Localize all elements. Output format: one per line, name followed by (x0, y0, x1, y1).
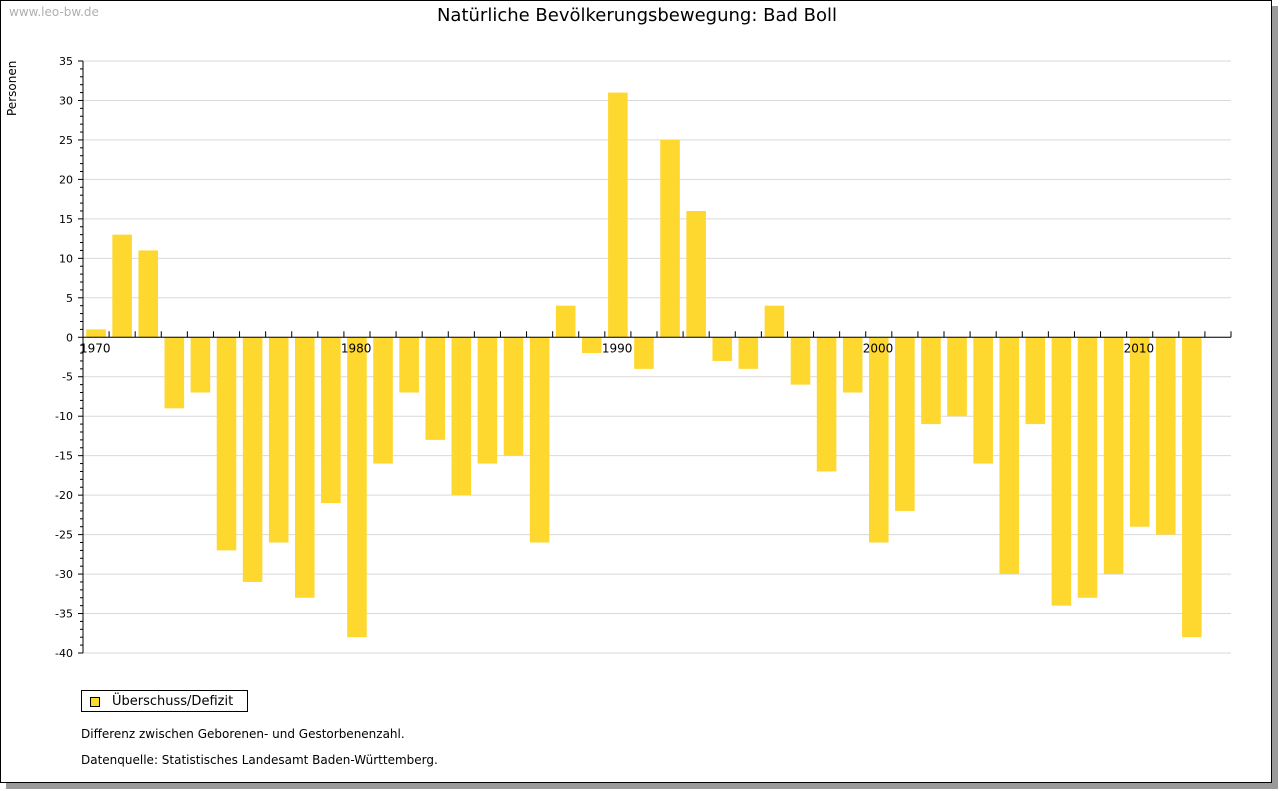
bars (86, 92, 1202, 638)
axes (78, 60, 1232, 654)
x-tick-label-1970: 1970 (80, 341, 111, 355)
bar-2001 (895, 337, 915, 511)
bar-1989 (581, 337, 602, 354)
y-tick-label-10: 10 (59, 252, 73, 265)
bar-1990 (608, 92, 628, 338)
bar-1971 (112, 234, 132, 338)
bar-2005 (999, 337, 1020, 575)
source-note: Datenquelle: Statistisches Landesamt Bad… (81, 753, 438, 767)
y-tick-label-30: 30 (59, 94, 73, 107)
chart-title: Natürliche Bevölkerungsbewegung: Bad Bol… (436, 5, 838, 26)
legend-label: Überschuss/Defizit (112, 694, 234, 709)
y-tick-label--25: -25 (55, 529, 73, 542)
bar-2002 (921, 337, 941, 425)
y-tick-label-25: 25 (59, 134, 73, 147)
x-tick-label-2000: 2000 (863, 341, 894, 355)
bar-2008 (1077, 337, 1098, 598)
bar-2004 (973, 337, 993, 464)
bar-1974 (190, 337, 211, 393)
bar-1999 (842, 337, 863, 393)
bar-1973 (164, 337, 185, 409)
bar-1978 (294, 337, 315, 598)
x-tick-label-1980: 1980 (341, 341, 372, 355)
bar-1984 (451, 337, 472, 496)
y-tick-label--20: -20 (55, 489, 73, 502)
bar-1995 (738, 337, 759, 369)
bar-2003 (947, 337, 967, 417)
bar-1982 (399, 337, 419, 393)
bar-1976 (242, 337, 263, 582)
bar-2007 (1051, 337, 1072, 606)
bar-1981 (373, 337, 393, 464)
bar-1980 (347, 337, 367, 638)
bar-chart: 35 30 25 20 15 10 5 0 -5 -10 -15 -20 -25 -30 -35 -40 19… (55, 55, 1232, 660)
y-tick-label--35: -35 (55, 608, 73, 621)
bar-1987 (529, 337, 550, 543)
definition-note: Differenz zwischen Geborenen- und Gestor… (81, 727, 405, 741)
bar-2012 (1182, 337, 1202, 638)
bar-1996 (764, 305, 785, 338)
y-tick-label-5: 5 (66, 292, 73, 305)
y-tick-label-15: 15 (59, 213, 73, 226)
legend-swatch (90, 697, 100, 707)
y-tick-label-35: 35 (59, 55, 73, 68)
bar-1992 (660, 139, 680, 338)
legend: Überschuss/Defizit (81, 690, 248, 712)
bar-1972 (138, 250, 159, 338)
bar-1991 (634, 337, 654, 369)
y-tick-label--15: -15 (55, 450, 73, 463)
y-tick-label--30: -30 (55, 568, 73, 581)
x-tick-labels: 1970 1980 1990 2000 2010 (80, 341, 1154, 355)
bar-2010 (1129, 337, 1150, 527)
watermark: www.leo-bw.de (9, 5, 99, 19)
x-tick-label-1990: 1990 (602, 341, 633, 355)
bar-1998 (816, 337, 837, 472)
bar-1986 (503, 337, 524, 456)
bar-2009 (1103, 337, 1124, 575)
x-tick-label-2010: 2010 (1124, 341, 1155, 355)
bar-1975 (216, 337, 237, 551)
y-tick-label--5: -5 (62, 371, 73, 384)
bar-1979 (321, 337, 341, 504)
bar-2006 (1025, 337, 1046, 425)
bar-1988 (555, 305, 576, 338)
y-tick-label--10: -10 (55, 410, 73, 423)
y-tick-label-0: 0 (66, 331, 73, 344)
bar-1985 (477, 337, 498, 464)
bar-1994 (712, 337, 733, 361)
y-tick-label--40: -40 (55, 647, 73, 660)
y-tick-labels: 35 30 25 20 15 10 5 0 -5 -10 -15 -20 -25 -30 -35 -40 (55, 55, 73, 660)
bar-1983 (425, 337, 446, 440)
y-tick-label-20: 20 (59, 173, 73, 186)
bar-2011 (1155, 337, 1176, 535)
bar-1977 (268, 337, 289, 543)
bar-2000 (868, 337, 889, 543)
bar-1993 (686, 210, 706, 338)
bar-1997 (790, 337, 811, 385)
bar-1970 (86, 329, 106, 338)
